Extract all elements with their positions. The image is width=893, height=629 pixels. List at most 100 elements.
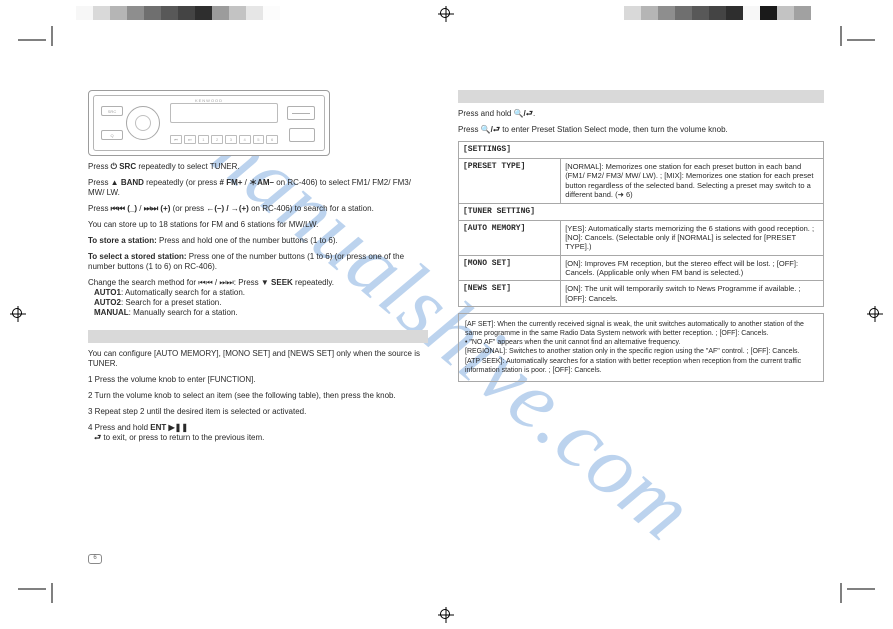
hu-src-button: SRC <box>101 106 123 116</box>
hu-btn: 4 <box>239 135 251 144</box>
cell-key: [NEWS SET] <box>459 281 561 307</box>
search-return-icon: 🔍/⮐ <box>481 125 500 134</box>
reg-mark-right <box>867 306 883 322</box>
p-right-intro1: Press and hold 🔍/⮐. <box>458 109 824 119</box>
t: to exit, or press <box>101 433 160 442</box>
cell-val: [NORMAL]: Memorizes one station for each… <box>561 159 824 204</box>
colorbar-top-left <box>76 6 286 20</box>
cropmark-bl <box>18 583 54 603</box>
hu-btn: 6 <box>266 135 278 144</box>
t: repeatedly (or press <box>144 178 220 187</box>
table-row: [NEWS SET] [ON]: The unit will temporari… <box>459 281 824 307</box>
k: AUTO1 <box>94 288 121 297</box>
p-right-intro2: Press 🔍/⮐ to enter Preset Station Select… <box>458 125 824 135</box>
p-step2: 2 Turn the volume knob to select an item… <box>88 391 428 401</box>
cell-key: [PRESET TYPE] <box>459 159 561 204</box>
t: ＊AM– <box>249 178 274 187</box>
table-row: [TUNER SETTING] <box>459 203 824 220</box>
p-select-band: Press ▲ BAND repeatedly (or press # FM+ … <box>88 178 428 198</box>
left-column: KENWOOD SRC Q ⏮ ⏭ 1 2 3 4 5 6 <box>88 90 428 449</box>
note-line: [AF SET]: When the currently received si… <box>465 320 817 338</box>
t: To select a stored station: <box>88 252 187 261</box>
right-column: Press and hold 🔍/⮐. Press 🔍/⮐ to enter P… <box>458 90 824 382</box>
cropmark-tl <box>18 26 54 46</box>
t: repeatedly. <box>293 278 334 287</box>
hu-eject <box>289 128 315 142</box>
page-number: 6 <box>88 554 102 564</box>
t: Press and hold one of the number buttons… <box>159 236 338 245</box>
reg-mark-bottom <box>438 607 454 623</box>
table-row: [PRESET TYPE] [NORMAL]: Memorizes one st… <box>459 159 824 204</box>
cell-val: [ON]: The unit will temporarily switch t… <box>561 281 824 307</box>
v: : Automatically search for a station. <box>121 288 245 297</box>
t: . <box>533 109 535 118</box>
v: : Search for a preset station. <box>121 298 222 307</box>
table-row: [MONO SET] [ON]: Improves FM reception, … <box>459 255 824 281</box>
right-section-bar <box>458 90 824 103</box>
p-store: To store a station: Press and hold one o… <box>88 236 428 246</box>
page-frame: manualshive.com KENWOOD SRC Q ⏮ ⏭ 1 2 <box>58 50 834 576</box>
hu-btn: 2 <box>211 135 223 144</box>
cell-key: [MONO SET] <box>459 255 561 281</box>
t: Press <box>88 162 111 171</box>
p-step4: 4 Press and hold ENT ▶❚❚ ⮐ to exit, or p… <box>88 423 428 443</box>
k: MANUAL <box>94 308 129 317</box>
t: / <box>137 204 144 213</box>
colorbar-top-right <box>607 6 817 20</box>
p-search-station: Press ⏮⏮ (_) / ⏭⏭ (+) (or press ←(–) / →… <box>88 204 428 214</box>
note-line: [REGIONAL]: Switches to another station … <box>465 347 817 356</box>
reg-mark-top <box>438 6 454 22</box>
t: repeatedly to select TUNER. <box>136 162 239 171</box>
t: # FM+ <box>220 178 243 187</box>
cropmark-br <box>839 583 875 603</box>
row: MANUAL: Manually search for a station. <box>94 308 428 318</box>
t: to return to the previous item. <box>160 433 264 442</box>
note-line: • "NO AF" appears when the unit cannot f… <box>465 338 817 347</box>
p-seek-mode: Change the search method for ⏮⏮ / ⏭⏭: Pr… <box>88 278 428 318</box>
t: Change the search method for ⏮⏮ / ⏭⏭: Pr… <box>88 278 261 287</box>
hu-btn: ⏮ <box>170 135 182 144</box>
p-step3: 3 Repeat step 2 until the desired item i… <box>88 407 428 417</box>
t: 4 Press and hold <box>88 423 150 432</box>
cell-val: [ON]: Improves FM reception, but the ste… <box>561 255 824 281</box>
hu-display <box>170 103 278 123</box>
tuner-notebox: [AF SET]: When the currently received si… <box>458 313 824 382</box>
settings-table: [SETTINGS] [PRESET TYPE] [NORMAL]: Memor… <box>458 141 824 307</box>
t: Press <box>88 178 111 187</box>
p-step1: 1 Press the volume knob to enter [FUNCTI… <box>88 375 428 385</box>
p-select-stored: To select a stored station: Press one of… <box>88 252 428 272</box>
reg-mark-left <box>10 306 26 322</box>
t: To store a station: <box>88 236 157 245</box>
t: ENT ▶❚❚ <box>150 423 188 432</box>
hu-btn: 3 <box>225 135 237 144</box>
cell-key: [TUNER SETTING] <box>459 203 824 220</box>
hu-preset-row: ⏮ ⏭ 1 2 3 4 5 6 <box>170 135 278 144</box>
v: : Manually search for a station. <box>129 308 238 317</box>
table-row: [AUTO MEMORY] [YES]: Automatically start… <box>459 220 824 255</box>
row: AUTO2: Search for a preset station. <box>94 298 428 308</box>
t: Press <box>458 125 481 134</box>
p-config-note: You can configure [AUTO MEMORY], [MONO S… <box>88 349 428 369</box>
note-line: [ATP SEEK]: Automatically searches for a… <box>465 357 817 375</box>
t: ←(–) / →(+) <box>206 204 248 213</box>
hu-btn: 1 <box>198 135 210 144</box>
page-content: KENWOOD SRC Q ⏮ ⏭ 1 2 3 4 5 6 <box>58 50 834 576</box>
cell-val: [YES]: Automatically starts memorizing t… <box>561 220 824 255</box>
cell-key: [AUTO MEMORY] <box>459 220 561 255</box>
hu-q-button: Q <box>101 130 123 140</box>
t: ⏭⏭ (+) <box>144 204 171 213</box>
hu-volume-knob <box>126 106 160 140</box>
t: ▼ SEEK <box>261 278 293 287</box>
t: to enter Preset Station Select mode, the… <box>500 125 728 134</box>
t: ⏻ SRC <box>111 162 136 171</box>
t: ⏮⏮ (_) <box>111 204 137 213</box>
hu-cd-slot <box>287 106 315 120</box>
row: AUTO1: Automatically search for a statio… <box>94 288 428 298</box>
hu-btn: 5 <box>253 135 265 144</box>
t: Press <box>88 204 111 213</box>
t: ▲ BAND <box>111 178 144 187</box>
left-section2-bar <box>88 330 428 343</box>
p-store-count: You can store up to 18 stations for FM a… <box>88 220 428 230</box>
table-row: [SETTINGS] <box>459 142 824 159</box>
search-return-icon: 🔍/⮐ <box>514 109 533 118</box>
